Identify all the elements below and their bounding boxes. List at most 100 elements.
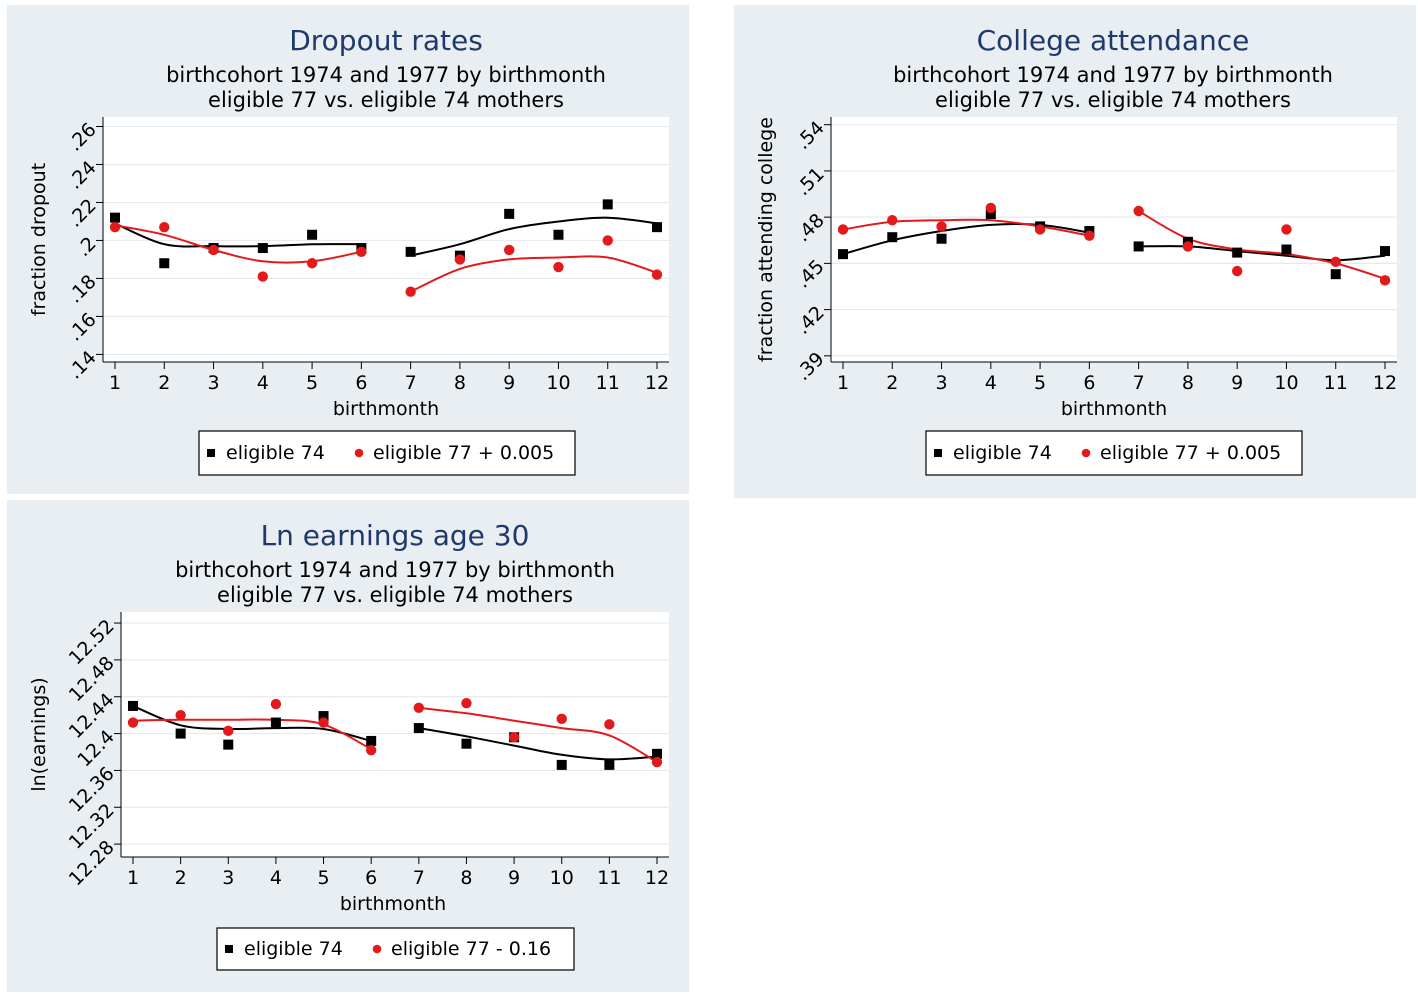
data-point-circle (1034, 224, 1046, 235)
x-tick-label: 2 (175, 867, 187, 889)
x-tick-label: 7 (413, 867, 425, 889)
chart-title: Ln earnings age 30 (261, 519, 530, 552)
x-tick-label: 8 (1182, 372, 1194, 394)
data-point-circle (1281, 224, 1292, 235)
x-tick-label: 9 (503, 372, 515, 394)
data-point-circle (503, 244, 515, 256)
data-point-circle (318, 717, 329, 728)
y-axis-label: ln(earnings) (28, 677, 50, 791)
data-point-square (366, 735, 377, 746)
y-tick-label: .22 (64, 195, 101, 232)
legend-label-eligible-74: eligible 74 (244, 938, 343, 960)
data-point-circle (556, 713, 567, 725)
data-point-square (838, 249, 848, 260)
x-tick-label: 3 (935, 372, 947, 394)
legend-label-eligible-77: eligible 77 - 0.16 (391, 938, 551, 960)
legend-label-eligible-74: eligible 74 (953, 442, 1052, 464)
data-point-circle (604, 719, 615, 730)
data-point-square (223, 739, 234, 750)
x-tick-label: 2 (158, 372, 170, 394)
data-point-circle (1084, 230, 1095, 241)
data-point-circle (1330, 256, 1341, 268)
legend: eligible 74 eligible 77 + 0.005 (198, 430, 576, 476)
chart-title: College attendance (977, 24, 1250, 57)
chart-title: Dropout rates (289, 24, 483, 57)
y-tick-label: .48 (792, 209, 829, 246)
legend-label-eligible-77: eligible 77 + 0.005 (373, 442, 554, 464)
data-point-circle (651, 269, 663, 280)
fit-line (418, 706, 658, 763)
x-tick-label: 3 (222, 867, 234, 889)
x-tick-label: 5 (317, 867, 329, 889)
legend-label-eligible-77: eligible 77 + 0.005 (1100, 442, 1281, 464)
data-point-square (556, 759, 567, 770)
chart-subtitle-line-2: eligible 77 vs. eligible 74 mothers (208, 88, 564, 112)
x-tick-label: 4 (270, 867, 282, 889)
chart-subtitle-line-1: birthcohort 1974 and 1977 by birthmonth (166, 63, 606, 87)
x-tick-label: 7 (1133, 372, 1145, 394)
y-tick-label: .16 (64, 309, 101, 346)
data-point-square (1330, 269, 1341, 280)
x-tick-label: 8 (460, 867, 472, 889)
x-axis-label: birthmonth (1061, 398, 1167, 420)
x-tick-label: 12 (1373, 372, 1397, 394)
data-point-square (270, 717, 281, 728)
legend-label-eligible-74: eligible 74 (226, 442, 325, 464)
fit-line (132, 718, 372, 751)
y-tick-label: .45 (792, 256, 829, 293)
x-tick-label: 11 (596, 372, 620, 394)
data-point-circle (356, 246, 367, 258)
legend-box (216, 927, 575, 971)
y-tick-label: .14 (64, 347, 101, 384)
x-tick-label: 5 (306, 372, 318, 394)
data-point-square (318, 711, 329, 722)
chart-earnings: Ln earnings age 30 birthcohort 1974 and 1… (28, 519, 669, 971)
data-point-circle (936, 221, 947, 232)
data-point-square (175, 728, 186, 739)
data-point-circle (306, 258, 318, 269)
x-tick-label: 4 (985, 372, 997, 394)
data-point-square (887, 232, 898, 243)
data-point-square (1133, 241, 1144, 252)
x-tick-label: 8 (454, 372, 466, 394)
fit-line (114, 222, 362, 248)
data-point-square (461, 738, 472, 749)
y-tick-label: .39 (792, 348, 829, 385)
y-axis-label: fraction dropout (28, 163, 50, 316)
data-point-circle (887, 215, 898, 226)
legend-key-circle (372, 944, 382, 954)
data-point-circle (109, 221, 121, 233)
data-point-circle (365, 744, 377, 756)
x-tick-label: 1 (127, 867, 139, 889)
legend-key-circle (1081, 448, 1091, 458)
data-point-circle (602, 235, 613, 246)
x-tick-label: 9 (508, 867, 520, 889)
data-point-circle (1379, 275, 1391, 286)
x-tick-label: 10 (546, 372, 570, 394)
x-tick-label: 5 (1034, 372, 1046, 394)
x-tick-label: 9 (1231, 372, 1243, 394)
chart-subtitle-line-1: birthcohort 1974 and 1977 by birthmonth (175, 558, 615, 582)
y-tick-label: .18 (64, 271, 101, 308)
y-tick-label: .54 (792, 117, 829, 154)
x-tick-label: 10 (1274, 372, 1298, 394)
y-tick-label: .2 (72, 233, 100, 261)
data-point-square (128, 700, 138, 711)
chart-college: College attendance birthcohort 1974 and 1… (755, 24, 1397, 476)
data-point-square (602, 199, 613, 210)
legend: eligible 74 eligible 77 - 0.16 (216, 927, 575, 971)
data-point-square (413, 723, 424, 734)
x-axis-label: birthmonth (333, 398, 439, 420)
chart-subtitle-line-2: eligible 77 vs. eligible 74 mothers (935, 88, 1291, 112)
chart-subtitle-line-1: birthcohort 1974 and 1977 by birthmonth (893, 63, 1333, 87)
x-tick-label: 4 (257, 372, 269, 394)
data-point-circle (1133, 205, 1144, 217)
data-point-circle (508, 732, 520, 743)
fit-line (410, 216, 658, 257)
data-point-square (604, 759, 615, 770)
x-tick-label: 12 (645, 867, 669, 889)
data-point-circle (985, 202, 997, 214)
x-tick-label: 11 (1324, 372, 1348, 394)
chart-subtitle-line-2: eligible 77 vs. eligible 74 mothers (217, 583, 573, 607)
